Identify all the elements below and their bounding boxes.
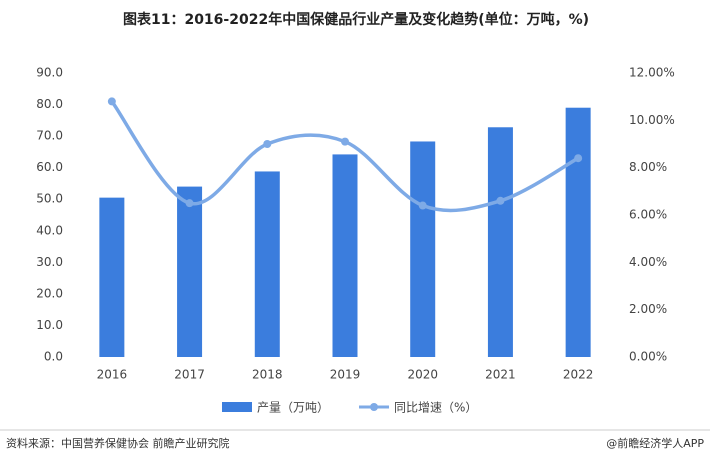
- y-tick-label: 50.0: [36, 192, 63, 206]
- bar: [565, 107, 591, 357]
- y-tick-label: 40.0: [36, 223, 63, 237]
- bar: [487, 127, 513, 357]
- line-marker: [341, 137, 349, 146]
- y2-tick-label: 2.00%: [629, 302, 667, 316]
- line-marker: [185, 199, 194, 208]
- y-tick-label: 80.0: [36, 97, 63, 111]
- line-marker: [574, 154, 583, 163]
- bar: [99, 197, 125, 357]
- y-tick-label: 70.0: [36, 129, 63, 143]
- y2-tick-label: 10.00%: [629, 113, 675, 127]
- y-tick-label: 10.0: [36, 318, 63, 332]
- bar: [254, 171, 280, 357]
- x-tick-label: 2020: [407, 368, 438, 382]
- x-tick-label: 2017: [174, 368, 205, 382]
- x-tick-label: 2022: [563, 368, 594, 382]
- line-marker: [496, 196, 505, 205]
- legend-label: 同比增速（%）: [394, 401, 477, 415]
- y-tick-label: 90.0: [36, 66, 63, 80]
- legend-swatch: [370, 403, 379, 411]
- y2-tick-label: 4.00%: [629, 255, 667, 269]
- x-tick-label: 2016: [97, 368, 128, 382]
- line-marker: [263, 140, 272, 148]
- line-marker: [107, 97, 116, 106]
- x-tick-label: 2021: [485, 368, 516, 382]
- bar: [410, 141, 436, 357]
- footer-source: 资料来源：中国营养保健协会 前瞻产业研究院: [6, 436, 230, 450]
- x-tick-label: 2019: [330, 368, 361, 382]
- y2-tick-label: 6.00%: [629, 208, 667, 222]
- y-tick-label: 20.0: [36, 286, 63, 300]
- y-tick-label: 0.0: [44, 350, 63, 364]
- y2-tick-label: 0.00%: [629, 350, 667, 364]
- footer-credit: @前瞻经济学人APP: [606, 436, 704, 450]
- x-tick-label: 2018: [252, 368, 283, 382]
- y2-tick-label: 12.00%: [629, 66, 675, 80]
- bar: [177, 186, 203, 357]
- y-tick-label: 60.0: [36, 160, 63, 174]
- chart-title: 图表11：2016-2022年中国保健品行业产量及变化趋势(单位：万吨，%): [123, 11, 589, 28]
- legend-label: 产量（万吨）: [257, 401, 329, 415]
- bar: [332, 154, 358, 357]
- y2-tick-label: 8.00%: [629, 160, 667, 174]
- legend-swatch: [222, 402, 252, 412]
- y-tick-label: 30.0: [36, 255, 63, 269]
- line-marker: [418, 201, 427, 210]
